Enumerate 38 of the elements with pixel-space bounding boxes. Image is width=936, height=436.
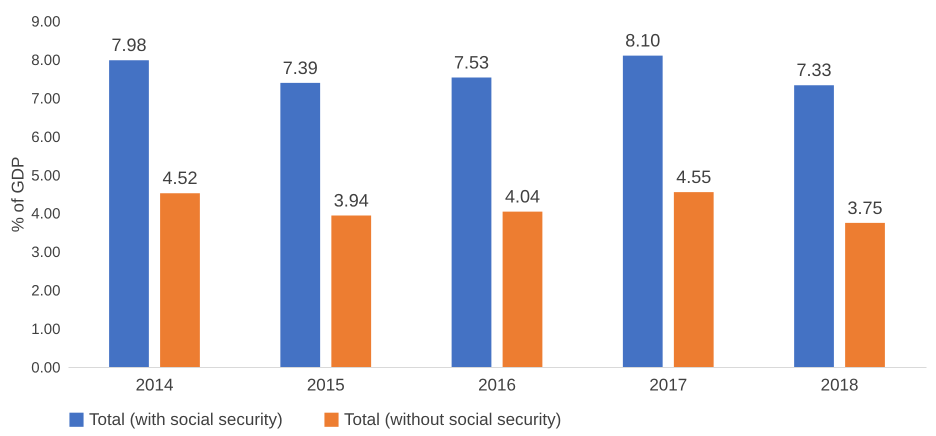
- data-label: 7.53: [454, 52, 490, 73]
- bar: [160, 193, 200, 367]
- y-tick-label: 7.00: [31, 90, 60, 108]
- data-label: 3.94: [334, 190, 369, 211]
- bar: [452, 78, 492, 367]
- y-tick-label: 6.00: [31, 128, 60, 146]
- legend-label: Total (without social security): [344, 410, 562, 429]
- x-tick-label: 2015: [306, 376, 345, 394]
- x-tick-label: 2018: [820, 376, 858, 394]
- y-tick-label: 2.00: [31, 282, 60, 300]
- x-tick-label: 2017: [649, 376, 688, 394]
- bar: [109, 60, 149, 367]
- legend-label: Total (with social security): [89, 410, 283, 429]
- data-label: 4.04: [504, 186, 540, 207]
- x-tick-label: 2016: [478, 376, 516, 394]
- bar: [794, 85, 834, 367]
- bar: [622, 56, 663, 367]
- bar: [502, 212, 542, 367]
- data-label: 7.98: [111, 35, 147, 56]
- data-label: 8.10: [625, 30, 660, 51]
- bar: [845, 222, 885, 367]
- data-label: 4.55: [676, 167, 712, 188]
- y-tick-label: 9.00: [31, 14, 60, 30]
- data-label: 7.39: [282, 58, 318, 78]
- data-label: 3.75: [847, 198, 883, 218]
- bar: [331, 216, 372, 367]
- data-label: 4.52: [162, 168, 198, 188]
- bar: [280, 82, 320, 367]
- data-label: 7.33: [796, 60, 832, 80]
- bar: [674, 192, 714, 367]
- y-tick-label: 1.00: [31, 321, 60, 338]
- y-tick-label: 5.00: [31, 167, 60, 184]
- y-tick-label: 3.00: [31, 244, 60, 262]
- y-tick-label: 0.00: [31, 360, 60, 376]
- y-axis-title: % of GDP: [8, 156, 28, 232]
- y-tick-label: 8.00: [31, 52, 60, 69]
- y-tick-label: 4.00: [31, 206, 60, 223]
- x-tick-label: 2014: [136, 376, 174, 394]
